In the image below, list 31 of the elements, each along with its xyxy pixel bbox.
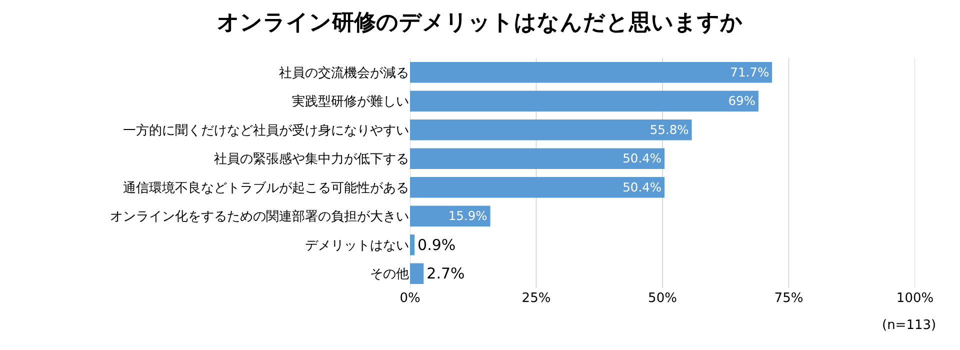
y-tick-label: 通信環境不良などトラブルが起こる可能性がある bbox=[123, 180, 409, 196]
bar bbox=[410, 234, 415, 256]
x-tick-label: 100% bbox=[896, 291, 934, 306]
data-label: 69% bbox=[728, 94, 756, 108]
data-label: 2.7% bbox=[426, 264, 465, 283]
y-tick-label: デメリットはない bbox=[305, 238, 409, 254]
data-label: 50.4% bbox=[622, 180, 662, 194]
bar bbox=[410, 263, 424, 284]
y-tick-label: その他 bbox=[370, 267, 409, 282]
x-tick-label: 75% bbox=[774, 291, 804, 306]
y-tick-label: 一方的に聞くだけなど社員が受け身になりやすい bbox=[123, 122, 409, 138]
data-label: 55.8% bbox=[650, 122, 689, 137]
y-tick-label: 社員の交流機会が減る bbox=[279, 64, 409, 81]
x-tick-label: 0% bbox=[400, 291, 420, 306]
data-label: 15.9% bbox=[448, 209, 488, 224]
data-label: 50.4% bbox=[622, 152, 662, 166]
y-tick-label: オンライン化をするための関連部署の負担が大きい bbox=[110, 210, 409, 225]
text: (n=113) bbox=[882, 318, 936, 333]
bar bbox=[410, 90, 758, 112]
bar bbox=[410, 148, 665, 169]
bar bbox=[410, 120, 692, 140]
bar bbox=[410, 62, 772, 83]
bar bbox=[410, 206, 490, 226]
data-label: 0.9% bbox=[418, 236, 456, 254]
y-tick-label: 実践型研修が難しい bbox=[292, 94, 409, 110]
y-tick-label: 社員の緊張感や集中力が低下する bbox=[214, 152, 409, 168]
x-tick-label: 25% bbox=[522, 291, 551, 306]
data-label: 71.7% bbox=[730, 65, 770, 80]
bar bbox=[410, 177, 665, 198]
x-tick-label: 50% bbox=[648, 291, 677, 306]
chart-title: オンライン研修のデメリットはなんだと思いますか bbox=[217, 10, 743, 36]
